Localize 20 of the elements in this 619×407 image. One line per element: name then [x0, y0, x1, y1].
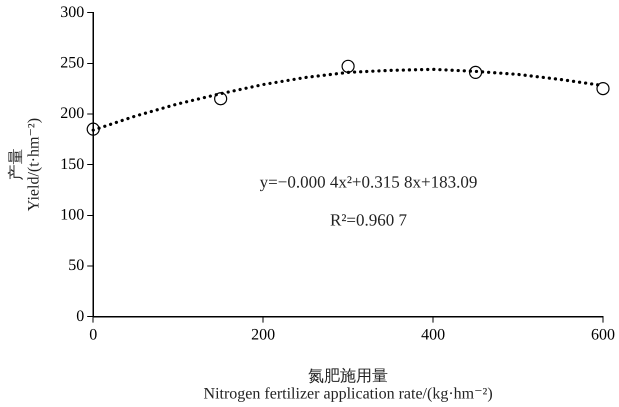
y-tick-label: 50 — [68, 257, 84, 274]
x-tick-label: 0 — [89, 326, 98, 344]
annotation: R²=0.960 7 — [330, 210, 408, 230]
annotation: y=−0.000 4x²+0.315 8x+183.09 — [260, 172, 478, 192]
y-tick-label: 250 — [60, 54, 84, 72]
point — [342, 60, 355, 73]
x-tick-label: 200 — [251, 326, 276, 344]
point — [86, 122, 100, 136]
x-tick-label: 600 — [591, 326, 615, 344]
x-axis-title: 氮肥施用量 Nitrogen fertilizer application rate/(kg·hm⁻²) — [204, 366, 493, 402]
point — [596, 82, 610, 96]
y-tick-label: 200 — [60, 105, 84, 122]
y-tick-label: 0 — [76, 308, 84, 325]
y-tick-label: 100 — [60, 206, 84, 224]
y-tick-label: 150 — [60, 156, 84, 173]
point — [468, 66, 482, 79]
y-tick-label: 300 — [60, 4, 84, 21]
x-tick-label: 400 — [421, 326, 446, 344]
y-axis-title: 产量 Yield/(t·hm⁻²) — [7, 118, 43, 212]
point — [214, 92, 228, 106]
